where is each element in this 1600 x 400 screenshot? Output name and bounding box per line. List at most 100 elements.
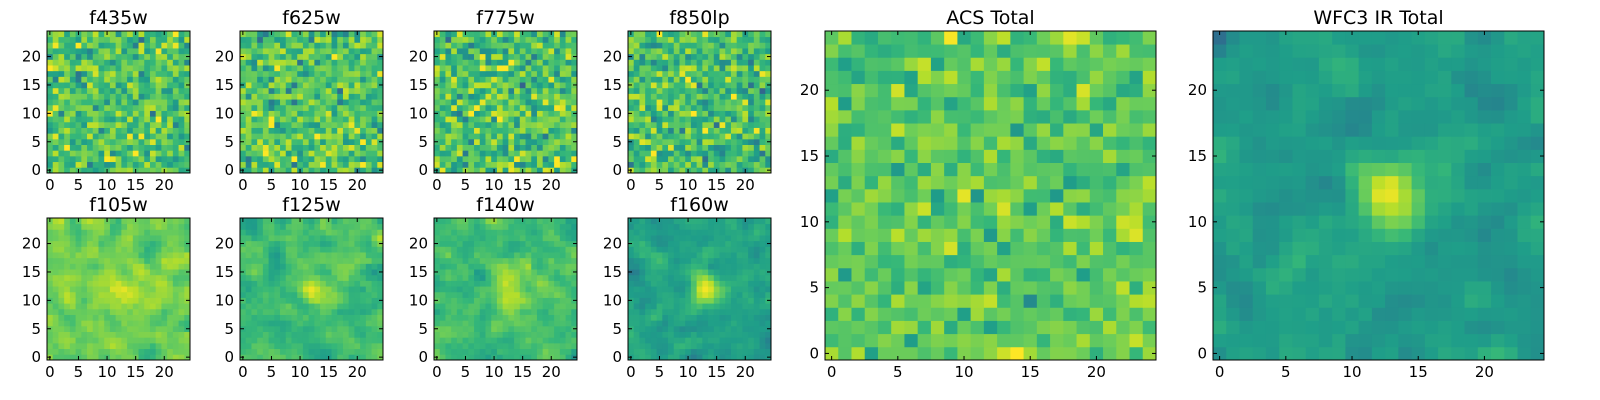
heatmap-cell <box>531 65 538 72</box>
heatmap-cell <box>314 76 321 83</box>
heatmap-cell <box>645 76 652 83</box>
heatmap-cell <box>548 48 555 55</box>
heatmap-cell <box>127 235 134 242</box>
heatmap-cell <box>650 48 657 55</box>
heatmap-cell <box>138 70 145 77</box>
heatmap-cell <box>633 31 640 38</box>
heatmap-cell <box>713 155 720 163</box>
heatmap-cell <box>87 297 94 304</box>
heatmap-cell <box>479 348 486 355</box>
heatmap-cell <box>445 269 452 276</box>
heatmap-cell <box>485 167 492 174</box>
heatmap-cell <box>742 99 749 106</box>
heatmap-cell <box>64 274 71 281</box>
heatmap-cell <box>565 59 572 66</box>
heatmap-cell <box>360 110 367 117</box>
heatmap-cell <box>104 116 111 123</box>
heatmap-cell <box>285 269 292 276</box>
heatmap-cell <box>132 240 139 247</box>
heatmap-cell <box>87 331 94 338</box>
heatmap-cell <box>138 286 145 293</box>
heatmap-cell <box>348 263 355 270</box>
heatmap-cell <box>565 354 572 361</box>
heatmap-cell <box>468 167 475 174</box>
heatmap-cell <box>274 161 281 168</box>
heatmap-cell <box>571 246 578 253</box>
heatmap-cell <box>121 70 128 77</box>
heatmap-cell <box>280 331 287 338</box>
heatmap-cell <box>371 99 378 106</box>
heatmap-cell <box>161 325 168 332</box>
heatmap-cell <box>127 303 134 310</box>
heatmap-cell <box>559 263 566 270</box>
heatmap-cell <box>121 76 128 83</box>
heatmap-cell <box>251 257 258 264</box>
heatmap-cell <box>645 53 652 60</box>
heatmap-cell <box>702 297 709 304</box>
heatmap-cell <box>536 257 544 264</box>
heatmap-cell <box>519 342 526 350</box>
heatmap-cell <box>759 342 766 350</box>
heatmap-cell <box>325 59 332 66</box>
heatmap-cell <box>127 70 134 77</box>
heatmap-cell <box>144 218 151 225</box>
heatmap-cell <box>314 223 321 230</box>
heatmap-cell <box>662 342 669 350</box>
heatmap-cell <box>138 127 145 134</box>
heatmap-cell <box>474 104 481 111</box>
heatmap-cell <box>434 331 441 338</box>
heatmap-cell <box>161 133 168 140</box>
heatmap-cell <box>172 121 179 128</box>
heatmap-cell <box>354 110 361 117</box>
heatmap-cell <box>132 104 139 111</box>
heatmap-cell <box>75 82 82 89</box>
heatmap-cell <box>127 286 134 293</box>
heatmap-cell <box>75 286 82 293</box>
heatmap-cell <box>274 48 281 55</box>
heatmap-cell <box>127 82 134 89</box>
heatmap-cell <box>81 325 88 332</box>
heatmap-cell <box>451 116 458 123</box>
heatmap-cell <box>348 320 355 327</box>
heatmap-cell <box>434 104 441 111</box>
heatmap-cell <box>462 348 469 355</box>
heatmap-cell <box>650 138 657 145</box>
heatmap-cell <box>633 99 640 106</box>
heatmap-cell <box>485 246 492 253</box>
heatmap-cell <box>491 59 498 66</box>
heatmap-cell <box>548 314 555 321</box>
heatmap-cell <box>736 99 743 106</box>
heatmap-cell <box>47 42 54 49</box>
heatmap-cell <box>474 31 481 38</box>
heatmap-cell <box>337 116 344 123</box>
heatmap-cell <box>52 155 59 163</box>
heatmap-cell <box>456 150 463 157</box>
heatmap-cell <box>434 65 441 72</box>
heatmap-cell <box>121 82 128 89</box>
heatmap-cell <box>348 342 355 350</box>
heatmap-cell <box>149 42 157 49</box>
heatmap-cell <box>702 291 709 298</box>
heatmap-cell <box>445 223 452 230</box>
heatmap-cell <box>69 280 76 287</box>
heatmap-cell <box>121 252 128 259</box>
heatmap-cell <box>645 110 652 117</box>
heatmap-cell <box>456 31 463 38</box>
heatmap-cell <box>172 303 179 310</box>
heatmap-cell <box>531 87 538 94</box>
heatmap-cell <box>742 93 749 100</box>
heatmap-cell <box>559 87 566 94</box>
heatmap-cell <box>64 297 71 304</box>
heatmap-cell <box>320 325 327 332</box>
x-tick-label: 15 <box>126 176 145 194</box>
heatmap-cell <box>172 337 179 344</box>
heatmap-cell <box>514 354 521 361</box>
heatmap-cell <box>548 65 555 72</box>
heatmap-cell <box>348 325 355 332</box>
heatmap-cell <box>439 348 446 355</box>
heatmap-cell <box>479 269 486 276</box>
heatmap-cell <box>742 280 749 287</box>
heatmap-cell <box>121 116 128 123</box>
heatmap-cell <box>274 337 281 344</box>
heatmap-cell <box>81 308 88 315</box>
